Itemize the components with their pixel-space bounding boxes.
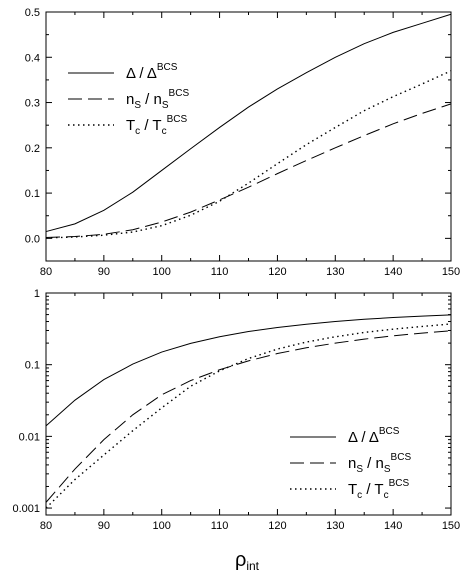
x-axis-title: ρint [235, 549, 260, 573]
y-tick-label: 0.2 [25, 143, 40, 155]
legend-label-sup: BCS [167, 114, 188, 125]
legend-label-main: n [348, 455, 356, 472]
x-axis-title-main: ρ [235, 549, 246, 571]
x-axis-title-sub: int [246, 559, 259, 573]
legend-label: nS / nSBCS [348, 452, 411, 475]
series-line-dotted [45, 323, 452, 509]
y-tick-label: 0.001 [12, 503, 40, 515]
legend-label-sub: S [134, 100, 141, 111]
y-tick-label: 0.1 [25, 188, 40, 200]
legend-label-sup: BCS [389, 478, 410, 489]
x-tick-label: 80 [40, 520, 52, 532]
series-line-dotted [45, 70, 452, 239]
x-tick-label: 90 [98, 266, 110, 278]
legend-label-mid: / n [363, 455, 384, 472]
series-line-dashed [45, 103, 452, 238]
legend-label-sub2: S [162, 100, 169, 111]
y-tick-label: 0.3 [25, 98, 40, 110]
legend-label-sub: S [356, 464, 363, 475]
series-line-dashed [45, 330, 452, 503]
legend-label-mid: / T [140, 117, 161, 134]
series-line-solid [45, 13, 452, 233]
y-tick-label: 1 [34, 288, 40, 300]
series-line-solid [45, 314, 452, 427]
x-tick-label: 80 [40, 266, 52, 278]
legend-label: Tc / TcBCS [348, 478, 409, 501]
legend-label-sub2: S [384, 464, 391, 475]
legend-label-mid: / n [141, 91, 162, 108]
legend-label-main: Δ / Δ [348, 429, 379, 446]
legend-label-sub2: c [384, 490, 389, 501]
y-tick-label: 0.01 [19, 431, 40, 443]
legend-label-sup: BCS [379, 426, 400, 437]
legend-label-sub: c [357, 490, 362, 501]
x-tick-label: 100 [153, 520, 171, 532]
legend-label-mid: / T [362, 481, 383, 498]
plot-frame [45, 11, 452, 262]
x-tick-label: 130 [326, 266, 344, 278]
y-tick-label: 0.4 [25, 52, 40, 64]
legend-label-main: n [126, 91, 134, 108]
legend-label-main: T [126, 117, 135, 134]
bottom-chart-panel: 80 90 100 110 120 130 140 150 0.001 0.01 0.1 1 Δ / Δ… [12, 288, 460, 532]
x-tick-label: 120 [268, 520, 286, 532]
y-tick-label: 0.0 [25, 233, 40, 245]
legend-label-sub: c [135, 126, 140, 137]
legend-label-sup: BCS [169, 88, 190, 99]
legend-label: nS / nSBCS [126, 88, 189, 111]
x-tick-label: 140 [384, 266, 402, 278]
x-tick-label: 150 [442, 520, 460, 532]
legend-label-main: Δ / Δ [126, 65, 157, 82]
legend-label: Tc / TcBCS [126, 114, 187, 137]
x-tick-label: 110 [211, 520, 229, 532]
x-tick-label: 110 [211, 266, 229, 278]
legend-label-main: T [348, 481, 357, 498]
x-tick-label: 140 [384, 520, 402, 532]
y-tick-label: 0.1 [25, 360, 40, 372]
x-tick-label: 120 [268, 266, 286, 278]
top-chart-panel: 80 90 100 110 120 130 140 150 0.0 0.1 0.2 0.3 0.4 0.5… [25, 7, 460, 278]
legend-label: Δ / ΔBCS [348, 426, 400, 446]
legend-label-sup: BCS [391, 452, 412, 463]
x-tick-label: 90 [98, 520, 110, 532]
legend-label-sub2: c [162, 126, 167, 137]
legend-label: Δ / ΔBCS [126, 62, 178, 82]
x-tick-label: 150 [442, 266, 460, 278]
x-tick-label: 100 [153, 266, 171, 278]
legend-label-sup: BCS [157, 62, 178, 73]
x-tick-label: 130 [326, 520, 344, 532]
y-tick-label: 0.5 [25, 7, 40, 19]
